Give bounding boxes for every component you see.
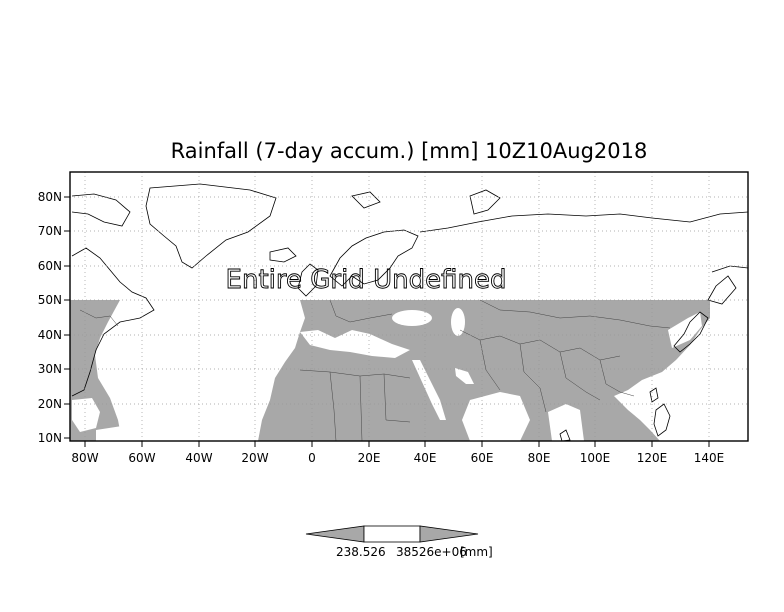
- lon-label-40w: 40W: [185, 451, 212, 465]
- lat-label-60n: 60N: [38, 259, 62, 273]
- canada-coast: [71, 247, 155, 397]
- border-12: [79, 309, 119, 327]
- gulf-mexico: [72, 398, 100, 432]
- lon-label-140e: 140E: [694, 451, 725, 465]
- lat-label-80n: 80N: [38, 190, 62, 204]
- border-6: [479, 339, 501, 391]
- lon-tick-marks: [84, 441, 710, 447]
- lon-label-20e: 20E: [358, 451, 381, 465]
- colorbar-right-arrow: [419, 525, 479, 543]
- lon-label-80e: 80E: [528, 451, 551, 465]
- colorbar-label-max: 38526e+06: [396, 545, 467, 559]
- lon-labels: 80W 60W 40W 20W 0 20E 40E 60E 80E 100E 1…: [71, 451, 724, 465]
- sea-mediterranean: [300, 330, 410, 358]
- border-5: [459, 329, 621, 361]
- philippines: [653, 403, 671, 437]
- lon-label-40e: 40E: [414, 451, 437, 465]
- japan-coast: [673, 311, 709, 353]
- iceland-coast: [269, 247, 297, 263]
- lat-label-70n: 70N: [38, 224, 62, 238]
- lon-label-60e: 60E: [471, 451, 494, 465]
- canada-islands: [71, 193, 131, 227]
- border-11: [329, 299, 393, 323]
- scandinavia-coast: [329, 229, 419, 287]
- lon-label-80w: 80W: [71, 451, 98, 465]
- colorbar-label-min: 238.526: [336, 545, 386, 559]
- sea-japan: [668, 312, 702, 348]
- lon-label-0: 0: [308, 451, 316, 465]
- srilanka: [559, 429, 571, 442]
- lon-label-100e: 100E: [580, 451, 611, 465]
- lon-label-20w: 20W: [241, 451, 268, 465]
- country-borders: [79, 299, 671, 442]
- border-10: [479, 299, 671, 329]
- border-4: [383, 373, 411, 423]
- undefined-grid-message: Entire Grid Undefined: [226, 265, 507, 295]
- lat-labels: 80N 70N 60N 50N 40N 30N 20N 10N: [38, 190, 62, 445]
- map-title: Rainfall (7-day accum.) [mm] 10Z10Aug201…: [171, 139, 648, 163]
- greenland-coast: [145, 183, 277, 269]
- taiwan: [649, 387, 659, 403]
- lat-label-50n: 50N: [38, 293, 62, 307]
- sea-red: [412, 360, 446, 420]
- kamchatka: [707, 275, 737, 305]
- sea-persian-gulf: [455, 368, 474, 384]
- border-8: [559, 351, 601, 401]
- arctic-russia-coast: [419, 211, 749, 233]
- lon-label-60w: 60W: [128, 451, 155, 465]
- lat-label-20n: 20N: [38, 397, 62, 411]
- border-3: [359, 375, 363, 442]
- ocean-atlantic: [95, 300, 305, 441]
- lat-tick-marks: [64, 196, 70, 439]
- border-9: [599, 359, 635, 397]
- colorbar-swatch: [363, 525, 421, 543]
- lat-label-30n: 30N: [38, 362, 62, 376]
- graticule: [70, 172, 748, 441]
- sea-black: [392, 310, 432, 326]
- colorbar-units: [mm]: [460, 545, 493, 559]
- border-7: [519, 343, 547, 413]
- sea-bengal: [548, 404, 584, 441]
- colorbar: 238.526 38526e+06 [mm]: [305, 525, 493, 559]
- land-shading: [70, 300, 748, 441]
- coastlines: [71, 183, 749, 442]
- svalbard: [351, 191, 381, 209]
- lon-label-120e: 120E: [637, 451, 668, 465]
- map-frame: [69, 171, 749, 442]
- lat-label-40n: 40N: [38, 328, 62, 342]
- sea-caspian: [451, 308, 465, 336]
- lat-label-10n: 10N: [38, 431, 62, 445]
- colorbar-left-arrow: [305, 525, 365, 543]
- novaya-zemlya: [469, 189, 501, 215]
- sea-caribbean: [96, 426, 142, 441]
- border-2: [329, 371, 337, 442]
- britain-coast: [297, 263, 319, 297]
